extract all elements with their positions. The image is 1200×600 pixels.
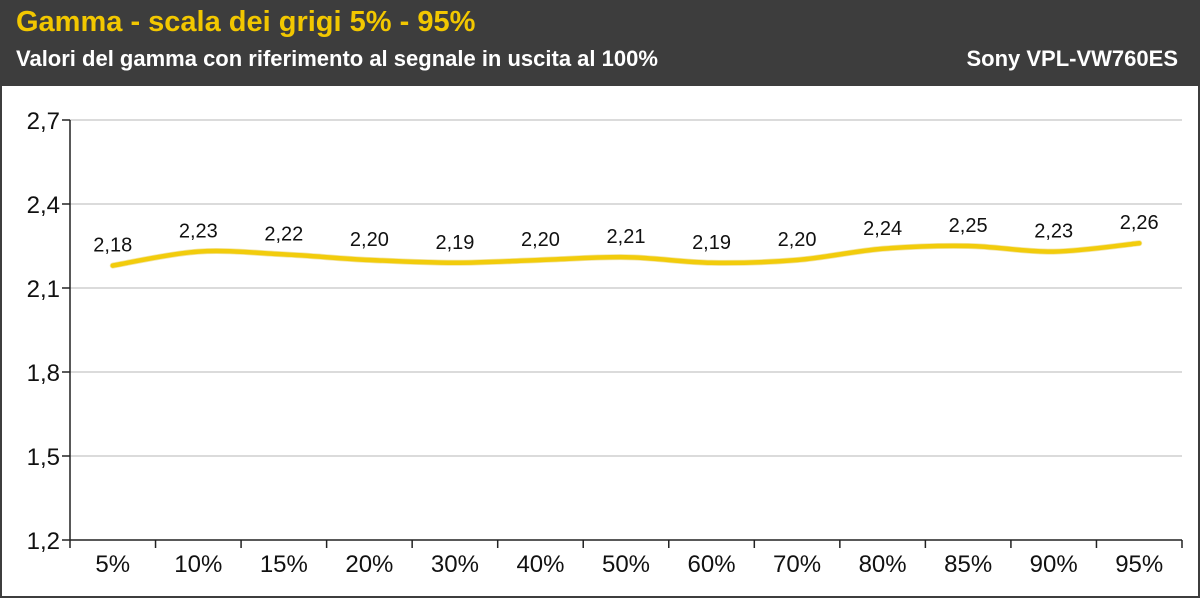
y-tick-label: 2,7 (27, 108, 60, 135)
data-point (454, 262, 456, 264)
x-tick-label: 10% (174, 551, 222, 578)
data-label: 2,19 (692, 232, 731, 254)
data-label: 2,23 (179, 221, 218, 243)
data-label: 2,24 (863, 218, 902, 240)
data-point (967, 245, 969, 247)
x-tick-label: 20% (345, 551, 393, 578)
x-tick-label: 80% (859, 551, 907, 578)
data-label: 2,18 (93, 235, 132, 257)
plot-border (0, 86, 1200, 598)
x-tick-label: 95% (1115, 551, 1163, 578)
data-point (882, 248, 884, 250)
data-label: 2,20 (778, 229, 817, 251)
data-point (197, 251, 199, 253)
data-label: 2,26 (1120, 212, 1159, 234)
x-tick-label: 30% (431, 551, 479, 578)
x-tick-label: 15% (260, 551, 308, 578)
data-point (1053, 251, 1055, 253)
data-label: 2,20 (350, 229, 389, 251)
device-name: Sony VPL-VW760ES (966, 46, 1178, 71)
chart-title: Gamma - scala dei grigi 5% - 95% (16, 6, 476, 38)
x-tick-label: 60% (688, 551, 736, 578)
x-tick-label: 90% (1030, 551, 1078, 578)
y-tick-label: 2,1 (27, 276, 60, 303)
data-point (368, 259, 370, 261)
x-tick-label: 70% (773, 551, 821, 578)
data-point (539, 259, 541, 261)
data-point (711, 262, 713, 264)
y-tick-label: 1,5 (27, 444, 60, 471)
x-tick-label: 40% (516, 551, 564, 578)
x-tick-label: 85% (944, 551, 992, 578)
y-tick-label: 1,8 (27, 360, 60, 387)
data-label: 2,19 (435, 232, 474, 254)
data-label: 2,25 (949, 215, 988, 237)
data-point (625, 256, 627, 258)
chart-header: Gamma - scala dei grigi 5% - 95% Valori … (0, 0, 1200, 86)
data-point (1138, 242, 1140, 244)
y-tick-label: 1,2 (27, 528, 60, 555)
y-tick-label: 2,4 (27, 192, 60, 219)
x-tick-label: 50% (602, 551, 650, 578)
data-label: 2,22 (264, 223, 303, 245)
data-point (796, 259, 798, 261)
chart-subtitle: Valori del gamma con riferimento al segn… (16, 46, 658, 71)
data-label: 2,21 (607, 226, 646, 248)
x-tick-label: 5% (95, 551, 130, 578)
data-point (112, 265, 114, 267)
data-point (283, 253, 285, 255)
data-label: 2,23 (1034, 221, 1073, 243)
data-label: 2,20 (521, 229, 560, 251)
